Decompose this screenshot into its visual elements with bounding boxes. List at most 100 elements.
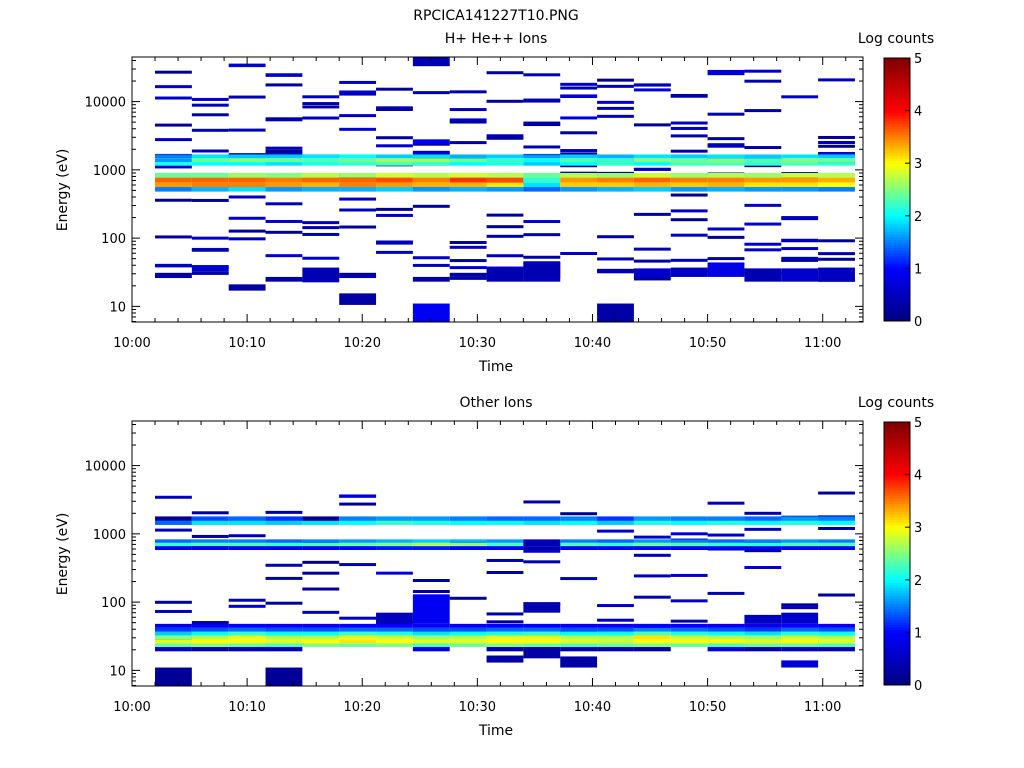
heatmap-cell xyxy=(707,182,745,188)
heatmap-cell xyxy=(597,114,634,118)
heatmap-cell xyxy=(707,631,745,636)
colorbar-segment xyxy=(884,629,910,633)
heatmap-cell xyxy=(670,599,708,603)
colorbar-segment xyxy=(884,527,910,531)
colorbar-segment xyxy=(884,113,910,117)
heatmap-cell xyxy=(597,182,634,188)
heatmap-cell xyxy=(265,576,303,580)
heatmap-cell xyxy=(633,623,671,628)
heatmap-cell xyxy=(265,254,303,258)
heatmap-cell xyxy=(560,546,598,550)
heatmap-cell xyxy=(191,113,229,117)
heatmap-cell xyxy=(376,106,413,110)
heatmap-cell xyxy=(781,256,819,260)
heatmap-cell xyxy=(744,242,782,246)
heatmap-cell xyxy=(670,93,708,97)
heatmap-cell xyxy=(486,182,524,188)
heatmap-cell xyxy=(523,602,561,613)
heatmap-cell xyxy=(670,193,708,197)
colorbar-segment xyxy=(884,469,910,473)
heatmap-cell xyxy=(744,646,782,652)
y-tick-label: 10 xyxy=(109,664,126,679)
heatmap-cell xyxy=(818,154,855,159)
heatmap-cell xyxy=(228,195,266,199)
x-tick-label: 11:00 xyxy=(804,336,841,351)
colorbar-segment xyxy=(884,616,910,620)
heatmap-cell xyxy=(744,623,782,628)
panel-top-title: H+ He++ Ions xyxy=(445,31,548,47)
heatmap-cell xyxy=(191,266,229,272)
heatmap-cell xyxy=(265,146,303,150)
heatmap-cell xyxy=(633,639,671,644)
heatmap-cell xyxy=(155,600,192,604)
heatmap-cell xyxy=(228,623,266,628)
heatmap-cell xyxy=(486,655,524,663)
heatmap-cell xyxy=(339,208,377,212)
heatmap-cell xyxy=(376,639,413,644)
colorbar-segment xyxy=(884,671,910,675)
colorbar-segment xyxy=(884,273,910,277)
figure-title: RPCICA141227T10.PNG xyxy=(413,8,578,24)
heatmap-cell xyxy=(376,643,413,647)
heatmap-cell xyxy=(707,227,745,231)
heatmap-cell xyxy=(744,546,782,550)
colorbar-segment xyxy=(884,548,910,552)
heatmap-cell xyxy=(228,162,266,166)
colorbar-segment xyxy=(884,656,910,660)
x-tick-label: 10:50 xyxy=(689,700,726,715)
heatmap-cell xyxy=(155,635,192,640)
panel-bottom-title: Other Ions xyxy=(459,395,532,411)
colorbar-segment xyxy=(884,529,910,533)
colorbar-segment xyxy=(884,63,910,67)
heatmap-cell xyxy=(707,639,745,644)
heatmap-cell xyxy=(744,527,782,531)
colorbar-segment xyxy=(884,139,910,143)
heatmap-cell xyxy=(633,123,671,127)
heatmap-cell xyxy=(449,172,487,178)
colorbar-segment xyxy=(884,503,910,507)
heatmap-cell xyxy=(302,116,340,120)
colorbar-segment xyxy=(884,487,910,491)
heatmap-cell xyxy=(339,127,377,131)
panel-top: H+ He++ Ions 10:00 10:10 10:20 10:30 10:40 10… xyxy=(55,31,934,375)
heatmap-cell xyxy=(781,606,819,610)
colorbar-segment xyxy=(884,263,910,267)
heatmap-cell xyxy=(449,259,487,263)
colorbar-segment xyxy=(884,197,910,201)
heatmap-cell xyxy=(265,510,303,514)
heatmap-cell xyxy=(818,542,855,547)
colorbar-segment xyxy=(884,648,910,652)
colorbar-segment xyxy=(884,611,910,615)
y-tick-label: 1000 xyxy=(93,528,126,543)
heatmap-cell xyxy=(302,520,340,525)
heatmap-cell xyxy=(523,154,561,159)
panel-bottom-ylabel: Energy (eV) xyxy=(55,513,71,596)
colorbar-segment xyxy=(884,68,910,72)
heatmap-cell xyxy=(560,623,598,628)
heatmap-cell xyxy=(412,594,450,624)
heatmap-cell xyxy=(155,546,192,550)
heatmap-cell xyxy=(191,265,229,269)
heatmap-cell xyxy=(633,546,671,550)
heatmap-cell xyxy=(412,139,450,144)
colorbar-segment xyxy=(884,624,910,628)
heatmap-cell xyxy=(486,623,524,628)
heatmap-cell xyxy=(597,520,634,525)
colorbar-segment xyxy=(884,535,910,539)
heatmap-cell xyxy=(670,539,708,543)
colorbar-segment xyxy=(884,192,910,196)
colorbar-segment xyxy=(884,173,910,177)
heatmap-cell xyxy=(818,631,855,636)
colorbar-segment xyxy=(884,289,910,293)
heatmap-cell xyxy=(523,500,561,504)
heatmap-cell xyxy=(670,172,708,178)
heatmap-cell xyxy=(302,546,340,550)
heatmap-cell xyxy=(523,187,561,192)
heatmap-cell xyxy=(449,182,487,188)
heatmap-cell xyxy=(707,546,745,550)
heatmap-cell xyxy=(302,627,340,632)
heatmap-cell xyxy=(707,257,745,261)
colorbar-segment xyxy=(884,255,910,259)
heatmap-cell xyxy=(523,546,561,550)
x-tick-label: 10:50 xyxy=(689,336,726,351)
